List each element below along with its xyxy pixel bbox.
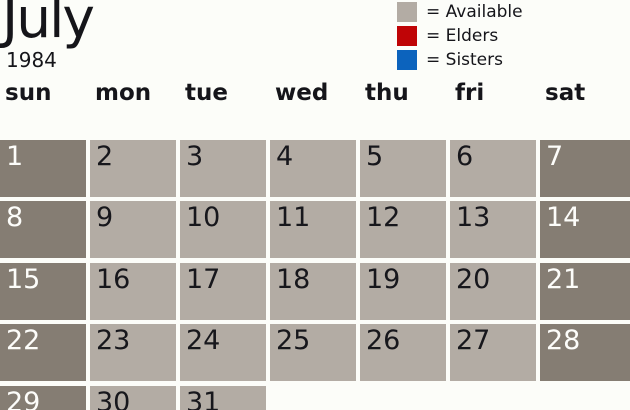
day-cell-31[interactable]: 31 [180,385,266,410]
weekday-header-fri: fri [455,80,485,106]
weekday-header-sat: sat [545,80,586,106]
day-cell-27[interactable]: 27 [450,324,536,381]
sisters-color-swatch [397,50,417,70]
day-cell-22[interactable]: 22 [0,324,86,381]
day-cell-7[interactable]: 7 [540,139,630,197]
day-cell-12[interactable]: 12 [360,201,446,258]
day-cell-10[interactable]: 10 [180,201,266,258]
day-cell-30[interactable]: 30 [90,385,176,410]
legend-label-sisters: = Sisters [426,50,503,70]
day-cell-23[interactable]: 23 [90,324,176,381]
day-cell-19[interactable]: 19 [360,262,446,320]
day-cell-2[interactable]: 2 [90,139,176,197]
calendar-grid: sun mon tue wed thu fri sat 1 2 3 4 5 6 7 8 9 10 11 12 13 14… [0,78,630,410]
empty-cell [540,386,630,410]
day-cell-14[interactable]: 14 [540,201,630,258]
day-cell-1[interactable]: 1 [0,139,86,197]
day-cell-25[interactable]: 25 [270,324,356,381]
day-cell-29[interactable]: 29 [0,385,86,410]
day-cell-4[interactable]: 4 [270,139,356,197]
day-cell-9[interactable]: 9 [90,201,176,258]
day-cell-21[interactable]: 21 [540,262,630,320]
empty-cell [450,386,536,410]
day-cell-5[interactable]: 5 [360,139,446,197]
legend-item-elders: = Elders [397,26,523,46]
legend-label-available: = Available [426,2,523,22]
legend: = Available = Elders = Sisters [397,2,523,70]
day-cell-16[interactable]: 16 [90,262,176,320]
day-cell-18[interactable]: 18 [270,262,356,320]
weekday-header-tue: tue [185,80,228,106]
day-cell-8[interactable]: 8 [0,201,86,258]
day-cell-13[interactable]: 13 [450,201,536,258]
empty-cell [360,386,446,410]
weekday-header-mon: mon [95,80,152,106]
legend-item-available: = Available [397,2,523,22]
day-cell-26[interactable]: 26 [360,324,446,381]
day-cell-11[interactable]: 11 [270,201,356,258]
day-cell-20[interactable]: 20 [450,262,536,320]
weekday-header-wed: wed [275,80,329,106]
empty-cell [270,386,356,410]
legend-label-elders: = Elders [426,26,499,46]
available-color-swatch [397,2,417,22]
day-cell-28[interactable]: 28 [540,324,630,381]
day-cell-6[interactable]: 6 [450,139,536,197]
elders-color-swatch [397,26,417,46]
month-title: July [2,0,95,50]
day-cell-24[interactable]: 24 [180,324,266,381]
day-cell-17[interactable]: 17 [180,262,266,320]
weekday-header-thu: thu [365,80,409,106]
day-cell-15[interactable]: 15 [0,262,86,320]
weekday-header-sun: sun [5,80,52,106]
legend-item-sisters: = Sisters [397,50,523,70]
year-label: 1984 [6,48,57,72]
day-cell-3[interactable]: 3 [180,139,266,197]
